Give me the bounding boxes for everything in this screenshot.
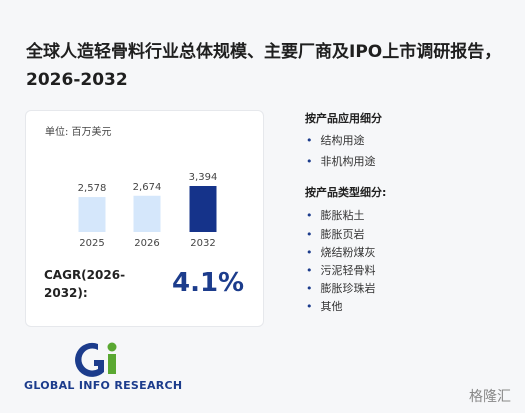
segment-item: 污泥轻骨料 (306, 262, 376, 278)
x-tick-label: 2025 (79, 238, 104, 249)
value-label: 2,578 (78, 183, 107, 194)
bar (78, 197, 106, 232)
cagr-value: 4.1% (172, 268, 245, 298)
segment-item: 膨胀粘土 (306, 207, 365, 223)
segment-item: 其他 (306, 298, 343, 314)
segment-item: 结构用途 (306, 132, 365, 148)
bar (133, 195, 161, 232)
logo-mark (75, 342, 117, 377)
brand: 格隆汇 (469, 389, 511, 405)
segment-item: 膨胀珍珠岩 (306, 280, 376, 296)
title: 全球人造轻骨料行业总体规模、主要厂商及IPO上市调研报告，2026-2032 (26, 42, 502, 90)
x-tick-label: 2032 (190, 238, 215, 249)
bar-chart: 2,578 2025 2,674 2026 3,394 2032 (78, 172, 218, 249)
segment-heading: 按产品类型细分: (305, 186, 387, 199)
logo-text: GLOBAL INFO RESEARCH (24, 379, 183, 392)
bar (189, 186, 217, 232)
segment-item: 膨胀页岩 (306, 226, 365, 242)
segment-item: 非机构用途 (306, 153, 376, 169)
segment-item: 烧结粉煤灰 (306, 244, 376, 260)
value-label: 2,674 (133, 182, 162, 193)
value-label: 3,394 (189, 172, 218, 183)
segment-heading: 按产品应用细分 (305, 112, 382, 125)
x-tick-label: 2026 (134, 238, 159, 249)
cagr-label: CAGR(2026-2032): (44, 268, 126, 300)
unit-label: 单位: 百万美元 (45, 127, 112, 138)
